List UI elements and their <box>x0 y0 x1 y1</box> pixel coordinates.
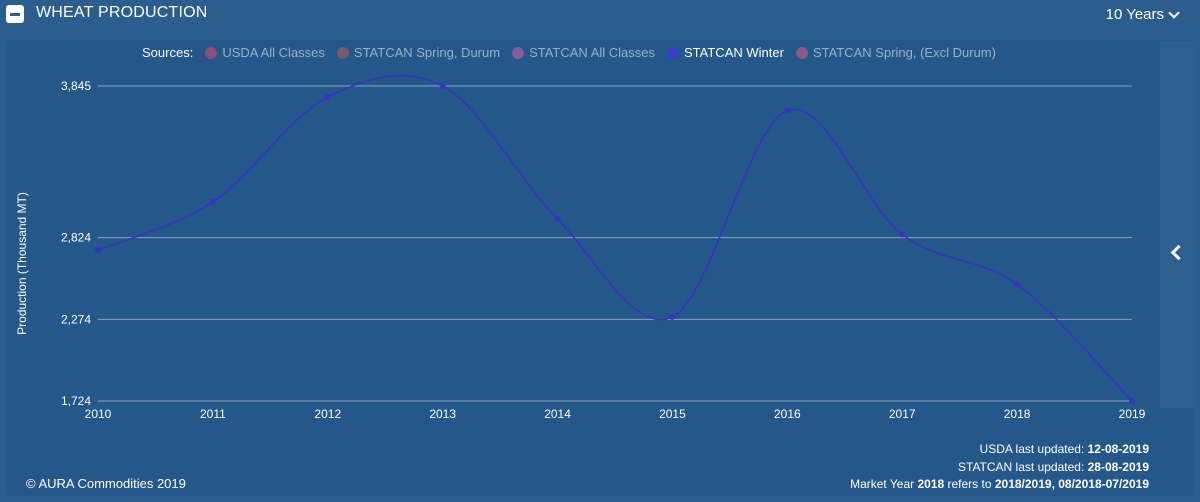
y-tick-label: 2,824 <box>61 231 91 245</box>
chart-panel <box>6 40 1194 496</box>
x-tick-label: 2015 <box>659 407 686 421</box>
legend-item-label: STATCAN Spring, Durum <box>353 45 501 60</box>
data-point <box>899 231 906 238</box>
x-tick-label: 2018 <box>1004 407 1031 421</box>
usda-updated: USDA last updated: 12-08-2019 <box>850 441 1149 459</box>
legend-dot <box>336 46 349 59</box>
x-tick-label: 2016 <box>774 407 801 421</box>
legend-dot <box>667 46 680 59</box>
legend-item-statcan-spring-excl-durum[interactable]: STATCAN Spring, (Excl Durum) <box>795 45 996 60</box>
legend-item-label: USDA All Classes <box>222 45 325 60</box>
data-point <box>1014 281 1021 288</box>
market-year-note: Market Year 2018 refers to 2018/2019, 08… <box>850 476 1149 494</box>
header: WHEAT PRODUCTION 10 Years <box>0 0 1200 36</box>
market-year-mid: refers to <box>944 477 995 491</box>
x-tick-label: 2014 <box>544 407 571 421</box>
market-year-value: 2018 <box>917 477 945 491</box>
usda-updated-label: USDA last updated: <box>979 442 1088 456</box>
statcan-updated-date: 28-08-2019 <box>1087 459 1149 474</box>
data-point <box>1129 398 1135 404</box>
x-tick-label: 2013 <box>429 407 456 421</box>
x-tick-label: 2019 <box>1119 407 1146 421</box>
legend-label: Sources: <box>142 45 194 60</box>
market-year-range: 2018/2019, 08/2018-07/2019 <box>994 477 1149 491</box>
data-point <box>669 313 676 320</box>
legend: Sources: USDA All Classes STATCAN Spring… <box>142 45 1008 60</box>
usda-updated-date: 12-08-2019 <box>1087 442 1149 456</box>
range-dropdown[interactable]: 10 Years <box>1105 6 1180 23</box>
statcan-updated: STATCAN last updated: 28-08-2019 <box>850 459 1149 477</box>
x-tick-label: 2017 <box>889 407 916 421</box>
market-year-prefix: Market Year <box>850 477 918 491</box>
copyright: © AURA Commodities 2019 <box>26 476 186 491</box>
legend-item-statcan-spring-durum[interactable]: STATCAN Spring, Durum <box>336 45 501 60</box>
y-tick-label: 3,845 <box>61 79 91 93</box>
legend-item-label: STATCAN Winter <box>684 45 784 60</box>
legend-item-statcan-winter[interactable]: STATCAN Winter <box>667 45 784 60</box>
x-tick-label: 2011 <box>200 407 226 421</box>
data-point <box>784 107 791 114</box>
collapse-button[interactable] <box>6 5 24 23</box>
range-dropdown-label: 10 Years <box>1105 6 1164 23</box>
data-point <box>95 247 101 254</box>
legend-dot <box>205 46 218 59</box>
series-line <box>97 74 1133 402</box>
y-tick-label: 1,724 <box>61 394 91 408</box>
legend-item-label: STATCAN Spring, (Excl Durum) <box>812 45 996 60</box>
legend-item-usda-all-classes[interactable]: USDA All Classes <box>205 45 325 60</box>
data-point <box>324 94 331 101</box>
y-axis-title: Production (Thousand MT) <box>15 192 29 335</box>
side-panel-toggle[interactable] <box>1160 42 1194 408</box>
statcan-updated-label: STATCAN last updated: <box>958 459 1088 474</box>
legend-dot <box>512 46 525 59</box>
chart-title: WHEAT PRODUCTION <box>36 4 208 21</box>
legend-item-statcan-all-classes[interactable]: STATCAN All Classes <box>512 45 655 60</box>
data-point <box>439 83 446 89</box>
x-tick-label: 2012 <box>314 407 341 421</box>
legend-dot <box>795 46 808 59</box>
y-tick-label: 2,274 <box>61 312 91 326</box>
x-tick-label: 2010 <box>85 407 112 421</box>
update-info: USDA last updated: 12-08-2019 STATCAN la… <box>850 441 1149 494</box>
legend-item-label: STATCAN All Classes <box>529 45 656 60</box>
data-point <box>554 215 561 222</box>
data-point <box>209 198 216 205</box>
